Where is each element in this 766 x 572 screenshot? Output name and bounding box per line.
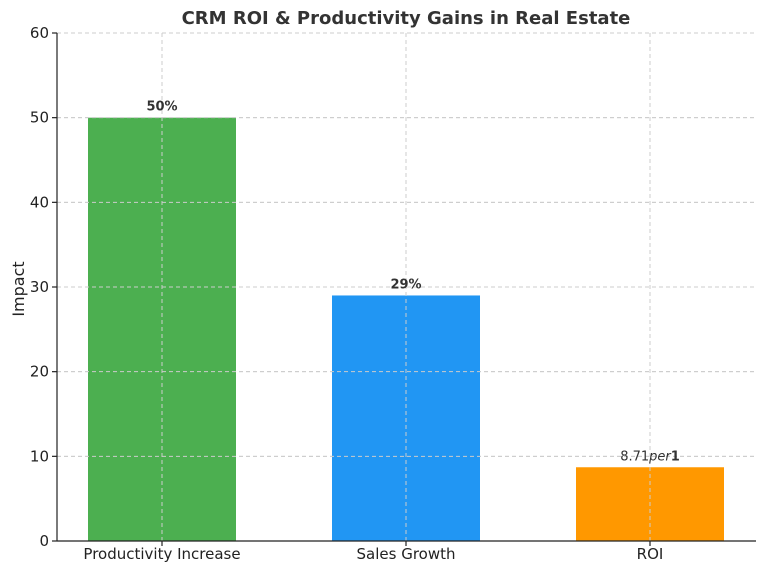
y-tick-label: 40 xyxy=(30,193,49,211)
y-tick-label: 30 xyxy=(30,278,49,296)
x-tick-label: Productivity Increase xyxy=(83,545,240,563)
x-tick-label: Sales Growth xyxy=(357,545,456,563)
chart-title: CRM ROI & Productivity Gains in Real Est… xyxy=(182,8,631,29)
y-tick-label: 20 xyxy=(30,363,49,381)
labels: 0 10 20 30 40 50 60 Productivity Increase Sales … xyxy=(30,24,680,563)
data-label-value: 8.71 xyxy=(620,449,649,464)
data-label: 50% xyxy=(146,100,177,115)
bars xyxy=(57,32,756,542)
y-axis-label: Impact xyxy=(9,261,28,316)
x-tick-label: ROI xyxy=(637,545,664,563)
y-tick-label: 10 xyxy=(30,447,49,465)
data-label-unit: per xyxy=(648,449,672,464)
data-label: 29% xyxy=(390,277,421,292)
y-tick-label: 0 xyxy=(39,532,49,550)
data-label-value: 50% xyxy=(146,100,177,115)
y-tick-label: 60 xyxy=(30,24,49,42)
data-label-value: 29% xyxy=(390,277,421,292)
data-label-tail: 1 xyxy=(671,449,680,464)
data-label: 8.71per1 xyxy=(620,449,680,464)
axes xyxy=(52,32,756,546)
y-tick-label: 50 xyxy=(30,109,49,127)
